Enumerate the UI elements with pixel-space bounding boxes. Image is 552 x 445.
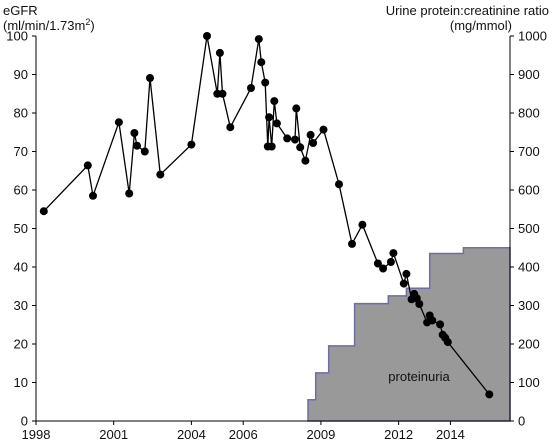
- egfr-point: [257, 58, 266, 67]
- x-tick-label: 2009: [306, 427, 335, 442]
- egfr-point: [402, 269, 411, 278]
- egfr-point: [389, 249, 398, 258]
- egfr-point: [379, 264, 388, 273]
- right-y-tick-label: 100: [518, 375, 540, 390]
- egfr-point: [125, 189, 134, 198]
- egfr-point: [89, 191, 97, 200]
- left-y-tick-label: 70: [14, 144, 28, 159]
- egfr-point: [39, 207, 48, 216]
- egfr-point: [83, 161, 92, 170]
- left-y-tick-label: 10: [14, 375, 28, 390]
- egfr-point: [270, 97, 279, 106]
- right-y-tick-label: 800: [518, 106, 540, 121]
- left-y-tick-label: 100: [6, 29, 28, 44]
- left-y-tick-label: 90: [14, 67, 28, 82]
- right-y-tick-label: 1000: [518, 29, 547, 44]
- egfr-point: [247, 84, 255, 92]
- egfr-point: [358, 220, 367, 229]
- x-tick-label: 2001: [99, 427, 128, 442]
- egfr-point: [203, 32, 211, 40]
- left-axis-label-line2: (ml/min/1.73m2): [3, 17, 95, 33]
- egfr-point: [309, 139, 318, 147]
- left-axis-unit-prefix: (ml/min/1.73m: [3, 18, 85, 33]
- egfr-point: [215, 48, 224, 57]
- egfr-point: [140, 147, 149, 156]
- left-y-tick-label: 50: [14, 221, 28, 236]
- right-y-tick-label: 0: [518, 414, 525, 429]
- egfr-point: [301, 156, 310, 165]
- egfr-point: [187, 140, 196, 149]
- egfr-point: [254, 35, 263, 44]
- right-y-tick-label: 400: [518, 260, 540, 275]
- left-axis-label-line1: eGFR: [3, 3, 38, 18]
- right-axis-label-line1: Urine protein:creatinine ratio: [386, 3, 549, 18]
- egfr-point: [306, 130, 315, 139]
- proteinuria-area: [307, 247, 511, 422]
- egfr-point: [386, 258, 395, 266]
- left-y-tick-label: 0: [21, 414, 28, 429]
- left-axis-unit-suffix: ): [90, 18, 94, 33]
- left-y-tick-label: 60: [14, 183, 28, 198]
- left-y-tick-label: 80: [14, 106, 28, 121]
- right-y-tick-label: 900: [518, 67, 540, 82]
- egfr-point: [156, 170, 165, 179]
- egfr-point: [296, 143, 305, 152]
- right-y-tick-label: 200: [518, 337, 540, 352]
- right-y-tick-label: 500: [518, 221, 540, 236]
- proteinuria-step-area: [307, 247, 511, 422]
- egfr-point: [283, 134, 292, 143]
- egfr-point: [348, 239, 356, 248]
- egfr-point: [428, 316, 437, 325]
- egfr-point: [226, 123, 235, 132]
- egfr-series: [39, 32, 494, 399]
- egfr-point: [291, 135, 299, 144]
- egfr-point: [373, 259, 382, 268]
- chart-axes: [32, 35, 514, 425]
- egfr-point: [399, 279, 408, 288]
- x-tick-label: 1998: [22, 427, 51, 442]
- x-tick-label: 2006: [229, 427, 258, 442]
- left-y-tick-label: 40: [14, 260, 28, 275]
- left-y-tick-label: 20: [14, 337, 28, 352]
- right-axis-label-line2: (mg/mmol): [450, 18, 512, 33]
- egfr-point: [265, 113, 274, 122]
- egfr-point: [218, 89, 227, 98]
- proteinuria-area-label: proteinuria: [388, 369, 450, 384]
- tick-labels: 0102030405060708090100010020030040050060…: [6, 29, 547, 443]
- egfr-point: [485, 390, 494, 399]
- egfr-point: [130, 129, 139, 137]
- egfr-point: [133, 141, 141, 150]
- left-axis-unit-superscript: 2: [85, 17, 90, 27]
- egfr-point: [114, 118, 123, 127]
- egfr-point: [443, 338, 452, 347]
- x-tick-label: 2012: [384, 427, 413, 442]
- right-y-tick-label: 700: [518, 144, 540, 159]
- egfr-point: [436, 320, 445, 329]
- egfr-point: [319, 125, 328, 134]
- egfr-point: [292, 104, 301, 113]
- egfr-point: [146, 74, 154, 82]
- right-y-tick-label: 600: [518, 183, 540, 198]
- right-y-tick-label: 300: [518, 298, 540, 313]
- egfr-point: [261, 78, 270, 87]
- x-tick-label: 2004: [177, 427, 206, 442]
- x-tick-label: 2014: [436, 427, 465, 442]
- egfr-point: [267, 142, 276, 151]
- egfr-point: [335, 180, 343, 189]
- left-y-tick-label: 30: [14, 298, 28, 313]
- egfr-point: [415, 300, 424, 308]
- egfr-point: [272, 119, 281, 128]
